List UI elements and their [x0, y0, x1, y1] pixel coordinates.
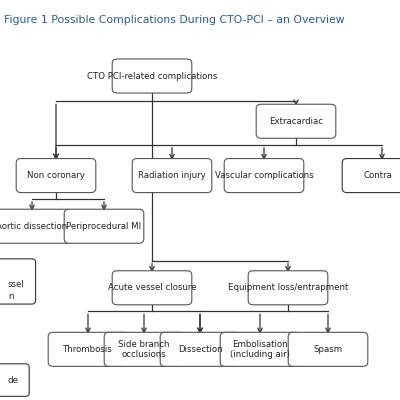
FancyBboxPatch shape [220, 332, 300, 366]
Text: Embolisation
(including air): Embolisation (including air) [230, 340, 290, 359]
Text: Equipment loss/entrapment: Equipment loss/entrapment [228, 283, 348, 292]
FancyBboxPatch shape [248, 271, 328, 305]
FancyBboxPatch shape [0, 364, 29, 396]
FancyBboxPatch shape [224, 158, 304, 192]
Text: ssel: ssel [8, 280, 25, 289]
FancyBboxPatch shape [104, 332, 184, 366]
Text: CTO PCI-related complications: CTO PCI-related complications [87, 72, 217, 80]
Text: Acute vessel closure: Acute vessel closure [108, 283, 196, 292]
Text: Extracardiac: Extracardiac [269, 117, 323, 126]
FancyBboxPatch shape [64, 209, 144, 243]
FancyBboxPatch shape [0, 259, 36, 304]
Text: Side branch
occlusions: Side branch occlusions [118, 340, 170, 359]
Text: de: de [8, 376, 19, 384]
FancyBboxPatch shape [0, 209, 72, 243]
Text: Vascular complications: Vascular complications [215, 171, 313, 180]
Text: n: n [8, 292, 14, 301]
FancyBboxPatch shape [342, 158, 400, 192]
FancyBboxPatch shape [16, 158, 96, 192]
Text: Periprocedural MI: Periprocedural MI [66, 222, 142, 231]
Text: Aortic dissection: Aortic dissection [0, 222, 68, 231]
FancyBboxPatch shape [132, 158, 212, 192]
FancyBboxPatch shape [256, 104, 336, 138]
Text: Dissection: Dissection [178, 345, 222, 354]
Text: Thrombosis: Thrombosis [63, 345, 113, 354]
FancyBboxPatch shape [48, 332, 128, 366]
Text: Radiation injury: Radiation injury [138, 171, 206, 180]
FancyBboxPatch shape [112, 271, 192, 305]
Text: Figure 1 Possible Complications During CTO-PCI – an Overview: Figure 1 Possible Complications During C… [4, 15, 345, 25]
Text: Spasm: Spasm [314, 345, 342, 354]
FancyBboxPatch shape [112, 59, 192, 93]
Text: Contra: Contra [364, 171, 392, 180]
FancyBboxPatch shape [160, 332, 240, 366]
Text: Non coronary: Non coronary [27, 171, 85, 180]
FancyBboxPatch shape [288, 332, 368, 366]
